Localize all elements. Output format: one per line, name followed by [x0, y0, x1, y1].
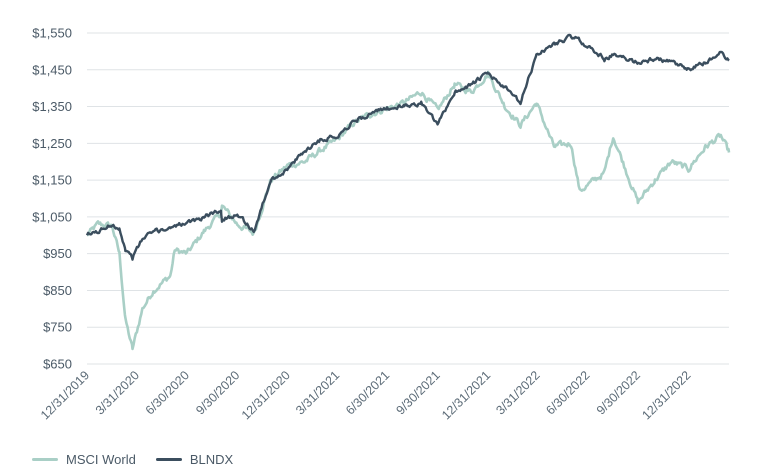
x-tick-label: 9/30/2021: [394, 368, 443, 417]
y-tick-label: $1,550: [32, 26, 72, 41]
legend-swatch-msci-world: [32, 458, 58, 461]
y-tick-label: $750: [43, 320, 72, 335]
x-tick-label: 3/31/2021: [293, 368, 342, 417]
x-tick-label: 12/31/2022: [639, 368, 693, 422]
y-tick-label: $1,350: [32, 99, 72, 114]
series-line-blndx: [85, 33, 730, 261]
y-tick-label: $1,450: [32, 62, 72, 77]
y-tick-label: $850: [43, 283, 72, 298]
legend-label-msci-world: MSCI World: [66, 452, 136, 467]
legend-item-msci-world: MSCI World: [32, 452, 136, 467]
x-tick-label: 9/30/2022: [594, 368, 643, 417]
x-tick-label: 12/31/2020: [239, 368, 293, 422]
legend: MSCI World BLNDX: [32, 452, 233, 467]
y-tick-label: $1,050: [32, 209, 72, 224]
x-tick-label: 12/31/2019: [38, 368, 92, 422]
y-tick-label: $650: [43, 357, 72, 372]
x-tick-label: 3/31/2022: [493, 368, 542, 417]
x-tick-label: 6/30/2021: [343, 368, 392, 417]
gridlines: [87, 32, 729, 365]
x-tick-label: 6/30/2020: [143, 368, 192, 417]
series-lines: [85, 33, 731, 351]
y-tick-label: $1,250: [32, 136, 72, 151]
legend-item-blndx: BLNDX: [155, 452, 234, 467]
x-tick-label: 3/31/2020: [93, 368, 142, 417]
series-line-msci-world: [86, 70, 731, 351]
y-tick-label: $1,150: [32, 173, 72, 188]
x-tick-label: 12/31/2021: [439, 368, 493, 422]
legend-swatch-blndx: [155, 458, 182, 461]
x-axis-ticks: 12/31/2019 3/31/2020 6/30/2020 9/30/202012/…: [38, 368, 694, 422]
legend-label-blndx: BLNDX: [189, 452, 234, 467]
x-tick-label: 6/30/2022: [543, 368, 592, 417]
x-tick-label: 9/30/2020: [193, 368, 242, 417]
y-tick-label: $950: [43, 246, 72, 261]
y-axis-ticks: $1,550 $1,450 $1,350 $1,250 $1,150 $1,050 $950…: [32, 26, 72, 372]
